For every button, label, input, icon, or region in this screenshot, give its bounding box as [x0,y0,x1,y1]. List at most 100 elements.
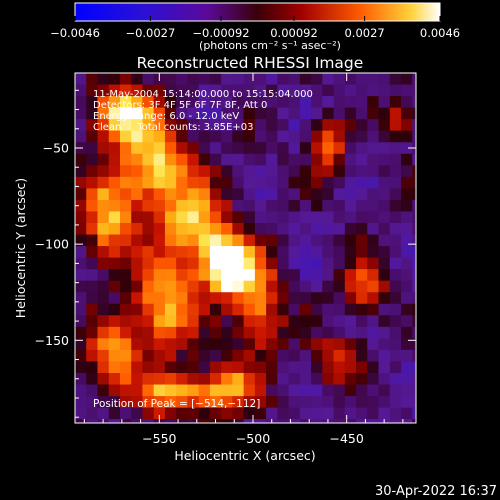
heatmap-cell [367,257,380,270]
heatmap-cell [367,96,380,109]
heatmap-cell [288,326,301,339]
heatmap-cell [176,96,189,109]
heatmap-cell [131,176,144,189]
heatmap-cell [232,407,245,420]
heatmap-cell [176,373,189,386]
heatmap-cell [412,84,416,97]
heatmap-cell [108,84,121,97]
heatmap-cell [401,176,413,189]
heatmap-cell [97,188,110,201]
heatmap-cell [322,107,335,120]
heatmap-cell [356,246,368,259]
heatmap-cell [389,257,402,270]
heatmap-cell [176,396,189,409]
heatmap-cell [322,280,335,293]
heatmap-cell [389,211,402,224]
heatmap-cell [209,223,222,236]
heatmap-cell [221,292,233,305]
heatmap-cell [119,84,132,97]
heatmap-cell [299,269,312,282]
heatmap-cell [333,303,346,316]
heatmap-cell [288,107,301,120]
heatmap-cell [401,303,413,316]
heatmap-cell [108,303,121,316]
heatmap-cell [176,257,189,270]
heatmap-cell [232,373,245,386]
heatmap-cell [198,326,211,339]
heatmap-cell [221,361,233,374]
heatmap-cell [412,373,416,386]
heatmap-cell [367,199,380,213]
heatmap-cell [344,119,357,132]
heatmap-cell [322,165,335,178]
heatmap-cell [243,119,256,132]
heatmap-cell [86,211,99,224]
heatmap-cell [378,107,391,120]
heatmap-cell [108,130,121,143]
heatmap-cell [378,211,391,224]
heatmap-cell [311,361,323,374]
heatmap-cell [254,384,267,397]
heatmap-cell [119,269,132,282]
heatmap-cell [378,84,391,97]
heatmap-cell [75,396,87,409]
heatmap-cell [333,107,346,120]
heatmap-cell [86,303,99,316]
heatmap-cell [232,349,245,363]
heatmap-cell [254,211,267,224]
heatmap-cell [176,246,189,259]
heatmap-cell [176,234,189,247]
heatmap-cell [75,234,87,247]
heatmap-cell [266,153,278,166]
heatmap-cell [97,142,110,155]
heatmap-cell [153,315,166,328]
heatmap-cell [311,107,323,120]
heatmap-cell [378,223,391,236]
heatmap-cell [356,188,368,201]
heatmap-cell [333,257,346,270]
heatmap-cell [412,257,416,270]
heatmap-cell [187,407,200,420]
colorbar-unit-label: (photons cm⁻² s⁻¹ asec⁻²) [199,39,341,52]
heatmap-cell [333,269,346,282]
heatmap-cell [254,396,267,409]
heatmap-cell [97,257,110,270]
heatmap-cell [311,396,323,409]
heatmap-cell [153,107,166,120]
heatmap-cell [254,223,267,236]
heatmap-cell [119,107,132,120]
heatmap-cell [344,188,357,201]
heatmap-cell [243,153,256,166]
heatmap-cell [311,338,323,351]
heatmap-cell [164,419,177,423]
colorbar-tick-label: 0.0027 [344,26,384,40]
heatmap-cell [266,361,278,374]
heatmap-cell [401,73,413,86]
heatmap-cell [344,176,357,189]
heatmap-cell [344,303,357,316]
heatmap-cell [108,246,121,259]
heatmap-cell [153,176,166,189]
heatmap-cell [412,234,416,247]
heatmap-cell [164,73,177,86]
heatmap-cell [209,269,222,282]
heatmap-cell [142,338,155,351]
heatmap-cell [209,246,222,259]
heatmap-cell [266,142,278,155]
heatmap-cell [401,223,413,236]
heatmap-cell [75,269,87,282]
heatmap-cell [119,96,132,109]
heatmap-cell [401,211,413,224]
heatmap-cell [243,326,256,339]
heatmap-cell [164,223,177,236]
heatmap-cell [389,419,402,423]
heatmap-cell [299,107,312,120]
heatmap-cell [299,234,312,247]
heatmap-cell [401,119,413,132]
heatmap-cell [243,419,256,423]
heatmap-cell [164,384,177,397]
heatmap-cell [164,349,177,363]
heatmap-cell [75,349,87,363]
heatmap-cell [311,326,323,339]
heatmap-cell [311,419,323,423]
